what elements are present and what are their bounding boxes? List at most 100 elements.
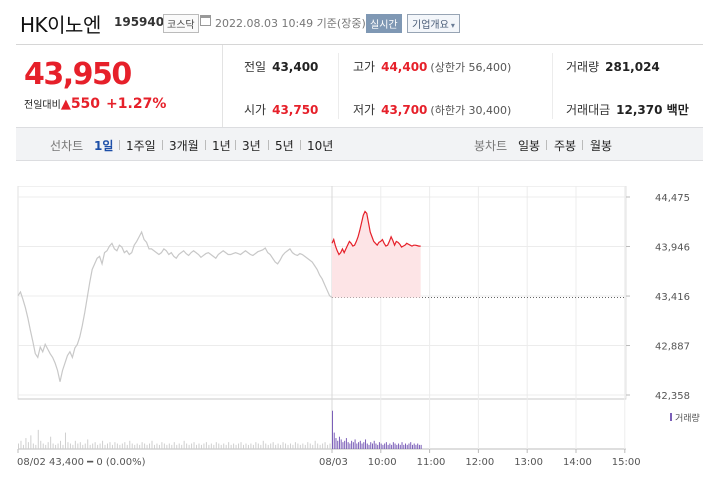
prev-volume-bar bbox=[210, 443, 212, 449]
divider bbox=[119, 140, 120, 150]
prev-volume-bar bbox=[55, 444, 57, 449]
today-volume-bar bbox=[349, 443, 351, 449]
prev-volume-bar bbox=[18, 443, 19, 449]
prev-volume-bar bbox=[158, 444, 160, 449]
y-axis-labels: 44,475 43,946 43,416 42,887 42,358 bbox=[655, 193, 690, 402]
tab-candle-daily[interactable]: 일봉 bbox=[518, 139, 541, 153]
timestamp: 2022.08.03 10:49 기준(장중) bbox=[215, 17, 366, 30]
today-volume-bar bbox=[345, 438, 347, 449]
prev-volume-bar bbox=[289, 443, 291, 449]
today-volume-bar bbox=[403, 444, 405, 449]
today-volume-bar bbox=[384, 443, 386, 449]
open-label: 시가 bbox=[244, 103, 267, 117]
realtime-button[interactable]: 실시간 bbox=[366, 14, 402, 33]
prev-volume-bar bbox=[22, 444, 24, 449]
today-volume-bar bbox=[344, 440, 346, 449]
today-volume-bar bbox=[418, 444, 420, 449]
high-label: 고가 bbox=[353, 60, 376, 74]
tab-period-5y[interactable]: 5년 bbox=[275, 139, 294, 153]
low-cell: 저가 43,700 (하한가 30,400) bbox=[353, 101, 511, 118]
high-cell: 고가 44,400 (상한가 56,400) bbox=[353, 58, 511, 75]
prev-volume-bar bbox=[282, 442, 284, 449]
today-volume-bar bbox=[377, 444, 379, 449]
price-chart[interactable]: 44,475 43,946 43,416 42,887 42,358 08/03 10:0… bbox=[16, 186, 708, 472]
today-volume-bar bbox=[337, 440, 339, 449]
prev-volume-bar bbox=[218, 443, 220, 449]
today-volume-bar bbox=[408, 443, 410, 449]
y-tick-label: 44,475 bbox=[655, 193, 690, 204]
tab-candle-weekly[interactable]: 주봉 bbox=[554, 139, 577, 153]
today-volume-bar bbox=[396, 444, 398, 449]
prev-volume-bar bbox=[136, 443, 138, 449]
divider bbox=[300, 140, 301, 150]
prev-volume-bar bbox=[228, 442, 230, 449]
prev-volume-bar bbox=[47, 442, 49, 449]
prev-day-summary: 08/02 43,400 ━ 0 (0.00%) bbox=[17, 457, 146, 468]
change-label: 전일대비 bbox=[24, 100, 61, 111]
prev-volume-bar bbox=[178, 443, 180, 449]
prev-volume-bar bbox=[32, 443, 34, 449]
prev-volume-bar bbox=[193, 442, 195, 449]
prev-volume-bar bbox=[173, 442, 175, 449]
upper-limit: (상한가 56,400) bbox=[430, 61, 512, 74]
today-volume-bar bbox=[385, 442, 387, 449]
today-volume-bar bbox=[410, 442, 412, 449]
prev-volume-bar bbox=[324, 442, 326, 449]
tab-period-1d[interactable]: 1일 bbox=[94, 139, 114, 153]
y-tick-label: 42,358 bbox=[655, 391, 690, 402]
volume-value: 281,024 bbox=[605, 60, 660, 74]
tab-period-3y[interactable]: 3년 bbox=[242, 139, 261, 153]
change-percent: +1.27% bbox=[106, 96, 167, 112]
prev-volume-bar bbox=[280, 444, 282, 449]
today-price-line bbox=[331, 210, 421, 256]
prev-volume-bar bbox=[60, 440, 62, 449]
divider bbox=[268, 140, 269, 150]
prev-volume-bar bbox=[79, 442, 81, 449]
current-price: 43,950 bbox=[24, 57, 132, 92]
prev-volume-bar bbox=[223, 443, 225, 449]
tab-period-1y[interactable]: 1년 bbox=[212, 139, 231, 153]
quote-box: 43,950 전일대비▲550 +1.27% 전일 43,400 시가 43,750 … bbox=[16, 44, 703, 127]
prev-volume-bar bbox=[225, 444, 227, 449]
amount-label: 거래대금 bbox=[566, 103, 611, 117]
prev-volume-bar bbox=[124, 442, 126, 449]
prev-volume-bar bbox=[247, 444, 249, 449]
prev-day-price-line bbox=[17, 230, 333, 382]
prev-volume-bar bbox=[37, 429, 39, 449]
company-info-button[interactable]: 기업개요 ▾ bbox=[407, 14, 460, 33]
price-lines bbox=[17, 210, 421, 382]
prev-volume-bar bbox=[45, 444, 47, 449]
prev-volume-bar bbox=[62, 444, 64, 449]
prev-volume-bar bbox=[30, 435, 32, 449]
tab-period-3m[interactable]: 3개월 bbox=[169, 139, 199, 153]
prev-volume-bar bbox=[35, 444, 37, 449]
prev-volume-bar bbox=[161, 442, 163, 449]
open-value: 43,750 bbox=[272, 103, 319, 117]
prev-volume-bar bbox=[198, 443, 200, 449]
tab-period-1w[interactable]: 1주일 bbox=[126, 139, 156, 153]
x-tick-label: 11:00 bbox=[417, 457, 446, 468]
tab-period-10y[interactable]: 10년 bbox=[307, 139, 334, 153]
prev-volume-bar bbox=[166, 444, 168, 449]
today-volume-bar bbox=[371, 443, 373, 449]
today-volume-bar bbox=[361, 443, 363, 449]
prev-volume-bar bbox=[238, 443, 240, 449]
volume-legend: 거래량 bbox=[670, 412, 700, 424]
today-volume-bar bbox=[411, 444, 413, 449]
prev-volume-bar bbox=[20, 440, 22, 449]
today-volume-bar bbox=[363, 442, 365, 449]
stock-header: HK이노엔 195940 코스닥 2022.08.03 10:49 기준(장중)… bbox=[0, 0, 711, 44]
today-volume-bar bbox=[389, 443, 391, 449]
prev-volume-bar bbox=[168, 443, 170, 449]
tab-candle-monthly[interactable]: 월봉 bbox=[590, 139, 613, 153]
prev-volume-bar bbox=[116, 443, 118, 449]
today-volume-bar bbox=[406, 444, 408, 449]
prev-volume-bar bbox=[163, 443, 165, 449]
prev-volume-bar bbox=[188, 444, 190, 449]
calendar-icon bbox=[200, 15, 211, 26]
prev-volume-bar bbox=[322, 443, 324, 449]
today-volume-bar bbox=[365, 439, 367, 449]
prev-volume-bar bbox=[183, 440, 185, 449]
line-chart-label: 선차트 bbox=[50, 139, 84, 153]
x-tick-label: 13:00 bbox=[514, 457, 543, 468]
